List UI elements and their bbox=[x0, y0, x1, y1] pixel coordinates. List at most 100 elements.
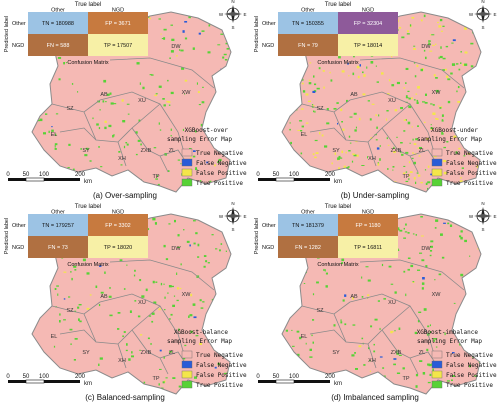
confusion-matrix-title: Confusion Matrix bbox=[317, 262, 359, 268]
col-header-ngd: NGD bbox=[112, 8, 124, 14]
legend-label-0: True Negative bbox=[446, 352, 493, 359]
compass-w: W bbox=[219, 214, 224, 219]
scale-tick-2: 100 bbox=[289, 374, 300, 380]
study-area-boundary bbox=[281, 11, 482, 193]
legend-label-1: False Negative bbox=[196, 160, 247, 167]
legend-swatch-0 bbox=[181, 350, 193, 359]
cm-value-tn: TN = 179257 bbox=[42, 223, 74, 229]
compass-w: W bbox=[469, 12, 474, 17]
panel-caption: (a) Over-sampling bbox=[93, 191, 157, 200]
scale-tick-2: 100 bbox=[39, 374, 50, 380]
legend-label-2: False Positive bbox=[196, 170, 247, 177]
legend-label-2: False Positive bbox=[196, 372, 247, 379]
north-arrow-icon: N E S W bbox=[219, 201, 247, 232]
compass-e: E bbox=[493, 214, 496, 219]
scale-tick-1: 50 bbox=[23, 374, 30, 380]
legend-swatch-0 bbox=[181, 148, 193, 157]
district-boundary bbox=[59, 127, 97, 141]
legend-label-1: False Negative bbox=[446, 160, 497, 167]
legend-label-1: False Negative bbox=[446, 362, 497, 369]
legend-label-0: True Negative bbox=[446, 150, 493, 157]
predicted-label-title: Predicted label bbox=[254, 218, 260, 254]
confusion-matrix-title: Confusion Matrix bbox=[317, 60, 359, 66]
cm-value-tp: TP = 16811 bbox=[354, 245, 382, 251]
compass-n: N bbox=[481, 201, 484, 206]
region-label-sy: SY bbox=[82, 148, 90, 154]
col-header-other: Other bbox=[301, 8, 315, 14]
legend-swatch-1 bbox=[431, 158, 443, 167]
cm-value-fp: FP = 3671 bbox=[105, 21, 130, 27]
compass-n: N bbox=[231, 201, 234, 206]
scale-tick-0: 0 bbox=[256, 374, 260, 380]
cm-cell-fp bbox=[88, 12, 148, 34]
legend-swatch-2 bbox=[431, 168, 443, 177]
legend-swatch-2 bbox=[181, 370, 193, 379]
study-area-boundary bbox=[31, 213, 232, 395]
cm-cell-fn bbox=[28, 34, 88, 56]
cm-cell-tp bbox=[338, 236, 398, 258]
cm-cell-fp bbox=[338, 214, 398, 236]
district-boundary bbox=[117, 127, 169, 173]
region-label-sy: SY bbox=[332, 148, 340, 154]
legend-label-3: True Positive bbox=[446, 382, 493, 389]
region-label-zl: ZL bbox=[419, 350, 425, 356]
panel-d: DWXWABXUSZELSYXHZXBZLDLTPTrue labelOther… bbox=[254, 201, 497, 402]
map-title-line2: sampling Error Map bbox=[167, 338, 232, 345]
legend-swatch-1 bbox=[431, 360, 443, 369]
district-boundary bbox=[59, 329, 97, 343]
scale-unit: km bbox=[334, 381, 342, 387]
legend-swatch-3 bbox=[431, 178, 443, 187]
region-label-sz: SZ bbox=[316, 308, 324, 314]
legend-swatch-3 bbox=[181, 178, 193, 187]
region-label-ab: AB bbox=[350, 294, 358, 300]
cm-cell-tn bbox=[28, 214, 88, 236]
cm-value-tn: TN = 181379 bbox=[292, 223, 324, 229]
error-map: DWXWABXUSZELSYXHZXBZLDLTP bbox=[31, 11, 232, 193]
region-label-zl: ZL bbox=[419, 148, 425, 154]
region-label-xw: XW bbox=[182, 90, 192, 96]
scale-tick-1: 50 bbox=[23, 172, 30, 178]
district-boundary bbox=[109, 57, 215, 89]
legend-swatch-3 bbox=[431, 380, 443, 389]
north-arrow-icon: N E S W bbox=[469, 0, 497, 30]
study-area-fill bbox=[32, 12, 231, 192]
row-header-other: Other bbox=[262, 223, 276, 229]
true-label-title: True label bbox=[75, 204, 101, 210]
compass-s: S bbox=[231, 227, 234, 232]
scale-tick-1: 50 bbox=[273, 172, 280, 178]
cm-cell-tn bbox=[278, 12, 338, 34]
region-label-zl: ZL bbox=[169, 148, 175, 154]
map-title-line2: sampling Error Map bbox=[417, 136, 482, 143]
predicted-label-title: Predicted label bbox=[254, 16, 260, 52]
cm-cell-tn bbox=[278, 214, 338, 236]
true-label-title: True label bbox=[75, 2, 101, 8]
cm-cell-tp bbox=[88, 236, 148, 258]
col-header-other: Other bbox=[51, 210, 65, 216]
region-label-sy: SY bbox=[332, 350, 340, 356]
cm-cell-fp bbox=[338, 12, 398, 34]
predicted-label-title: Predicted label bbox=[4, 218, 10, 254]
region-label-xh: XH bbox=[118, 156, 126, 162]
study-area-fill bbox=[282, 12, 481, 192]
district-boundary bbox=[309, 329, 347, 343]
region-label-sz: SZ bbox=[316, 106, 324, 112]
cm-value-tn: TN = 180988 bbox=[42, 21, 74, 27]
panel-caption: (d) Imbalanced sampling bbox=[331, 393, 419, 402]
cm-value-tp: TP = 17507 bbox=[104, 43, 133, 49]
compass-w: W bbox=[469, 214, 474, 219]
cm-value-tn: TN = 150355 bbox=[292, 21, 324, 27]
row-header-ngd: NGD bbox=[262, 245, 274, 251]
north-arrow-icon: N E S W bbox=[469, 201, 497, 232]
compass-e: E bbox=[493, 12, 496, 17]
cm-cell-fn bbox=[28, 236, 88, 258]
district-boundary bbox=[359, 259, 465, 291]
legend: True Negative False Negative False Positiv… bbox=[431, 148, 497, 187]
compass-s: S bbox=[481, 227, 484, 232]
region-label-xu: XU bbox=[138, 98, 146, 104]
legend-label-2: False Positive bbox=[446, 372, 497, 379]
map-title-line1: XGBoost-over bbox=[185, 127, 229, 134]
panel-a: DWXWABXUSZELSYXHZXBZLDLTPTrue labelOther… bbox=[4, 0, 247, 200]
